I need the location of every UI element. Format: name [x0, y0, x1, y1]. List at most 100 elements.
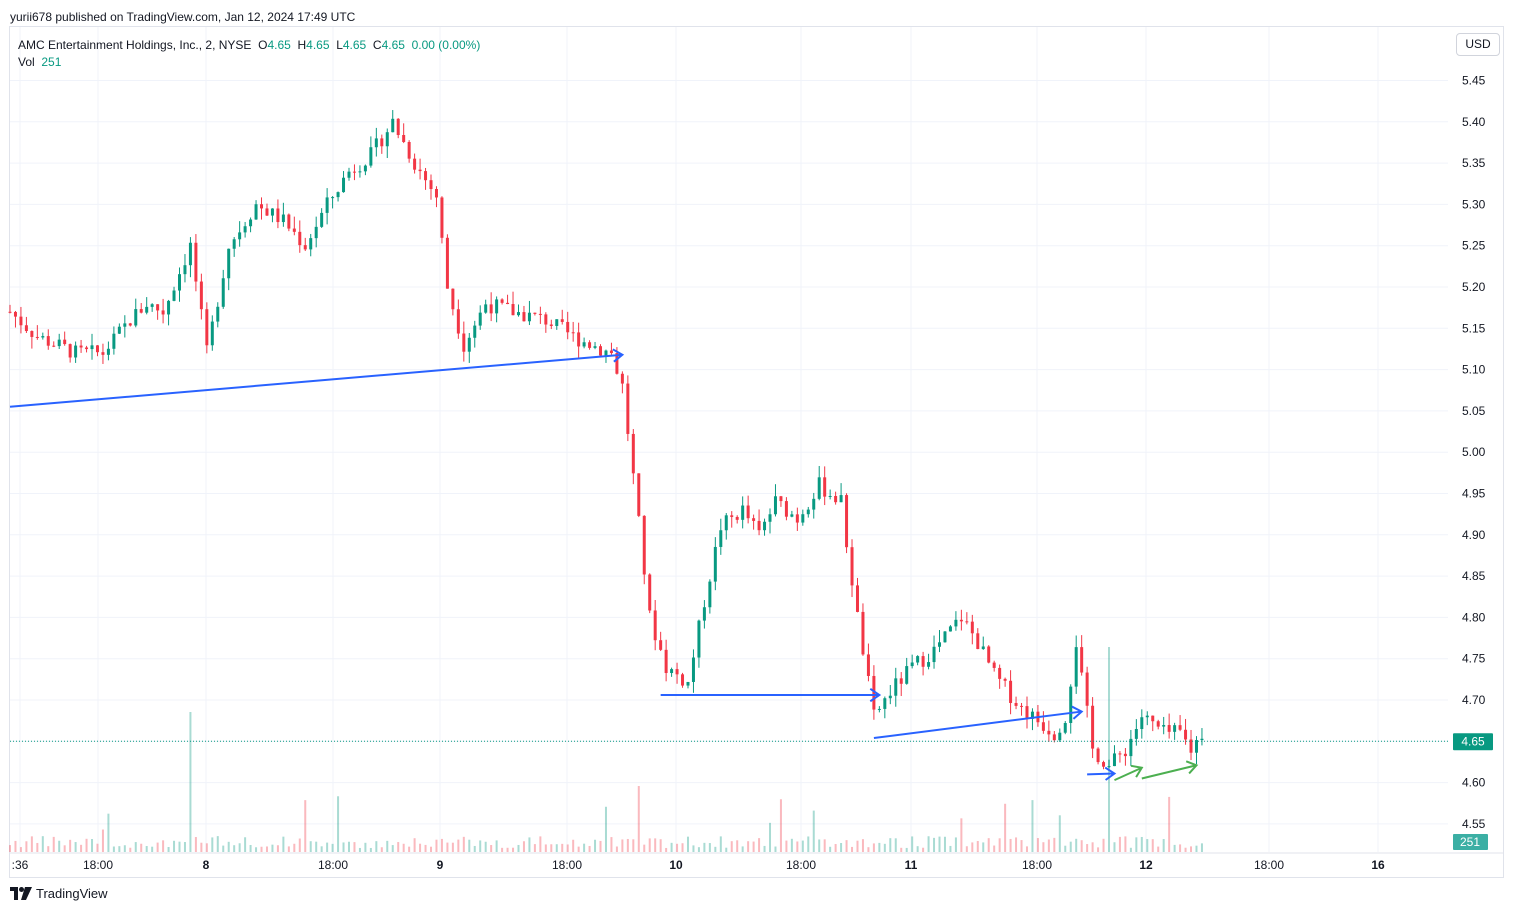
candle-body	[1123, 753, 1127, 757]
y-tick-label: 4.80	[1462, 610, 1486, 624]
volume-bar	[741, 846, 744, 852]
candle-body	[697, 620, 701, 658]
candle-body	[52, 345, 56, 347]
volume-bar	[298, 838, 301, 852]
candle-body	[992, 662, 996, 668]
volume-bar	[304, 800, 307, 852]
candle-body	[358, 171, 362, 173]
y-tick-label: 5.35	[1462, 156, 1486, 170]
volume-bar	[736, 840, 739, 852]
candle-body	[1184, 729, 1188, 740]
candle-body	[823, 477, 827, 497]
legend-symbol[interactable]: AMC Entertainment Holdings, Inc., 2, NYS…	[18, 38, 252, 52]
candle-body	[1102, 762, 1106, 767]
candle-body	[325, 197, 329, 213]
volume-bar	[933, 837, 936, 852]
volume-bar	[1200, 843, 1203, 852]
volume-bar	[1004, 803, 1007, 852]
volume-bar	[216, 836, 219, 852]
volume-bar	[293, 843, 296, 852]
candle-body	[1129, 738, 1133, 757]
candle-body	[642, 515, 646, 575]
candle-body	[407, 141, 411, 159]
volume-bar	[719, 836, 722, 852]
volume-bar	[178, 841, 181, 852]
volume-bar	[80, 844, 83, 852]
volume-bar	[758, 838, 761, 852]
volume-bar	[905, 847, 908, 852]
candle-body	[686, 681, 690, 686]
volume-bar	[769, 822, 772, 852]
volume-bar	[965, 846, 968, 852]
candle-body	[850, 547, 854, 586]
candle-body	[927, 662, 931, 667]
candle-body	[270, 208, 274, 216]
volume-bar	[818, 839, 821, 852]
volume-bar	[315, 841, 318, 852]
chart-legend: AMC Entertainment Holdings, Inc., 2, NYS…	[18, 37, 480, 71]
candle-body	[812, 498, 816, 510]
volume-bar	[539, 836, 542, 852]
currency-button[interactable]: USD	[1456, 33, 1500, 56]
legend-volume-label[interactable]: Vol	[18, 55, 35, 69]
volume-bar	[419, 843, 422, 852]
volume-bar	[430, 846, 433, 852]
tradingview-brand[interactable]: TradingView	[10, 886, 108, 901]
candle-body	[265, 208, 269, 216]
annotation-arrow	[9, 348, 625, 408]
volume-bar	[123, 845, 126, 852]
candle-body	[30, 331, 34, 337]
annotation-arrow	[1087, 766, 1117, 781]
volume-bar	[1031, 800, 1034, 852]
volume-bar	[943, 836, 946, 852]
candle-body	[1047, 730, 1051, 735]
volume-bar	[878, 842, 881, 852]
volume-bar	[911, 836, 914, 852]
candle-body	[1030, 711, 1034, 719]
volume-bar	[867, 847, 870, 852]
volume-bar	[572, 839, 575, 852]
candle-body	[763, 521, 767, 531]
candle-body	[965, 621, 969, 623]
volume-bar	[36, 842, 39, 852]
candle-body	[57, 339, 61, 347]
candle-body	[227, 248, 231, 279]
x-tick-label: 18:00	[786, 858, 816, 872]
annotation-arrow	[660, 688, 882, 703]
candle-body	[894, 678, 898, 696]
candle-body	[101, 352, 105, 355]
volume-bar	[238, 843, 241, 852]
volume-bar	[1113, 842, 1116, 852]
volume-bar	[1020, 840, 1023, 852]
x-tick-label: :36	[12, 858, 29, 872]
volume-bar	[555, 844, 558, 852]
candle-body	[681, 674, 685, 686]
volume-bar	[287, 846, 290, 852]
candle-body	[1069, 686, 1073, 724]
volume-bar	[583, 843, 586, 852]
volume-bar	[861, 839, 864, 852]
volume-bar	[785, 840, 788, 852]
tradingview-logo-icon	[10, 887, 32, 900]
arrow-head	[869, 688, 882, 703]
candle-body	[1080, 647, 1084, 673]
candle-body	[456, 309, 460, 334]
volume-bar	[484, 841, 487, 852]
candle-body	[866, 654, 870, 676]
volume-bar	[900, 847, 903, 852]
volume-bar	[998, 838, 1001, 852]
candle-body	[1112, 753, 1116, 767]
brand-name: TradingView	[36, 886, 108, 901]
volume-bar	[1086, 844, 1089, 852]
volume-bar	[1097, 847, 1100, 852]
candle-body	[342, 177, 346, 193]
volume-bar	[134, 842, 137, 852]
candle-body	[336, 192, 340, 198]
volume-bar	[533, 844, 536, 852]
candle-body	[314, 226, 318, 239]
candle-body	[429, 180, 433, 190]
candle-body	[855, 585, 859, 612]
candle-body	[1096, 748, 1100, 763]
volume-bar	[69, 839, 72, 852]
